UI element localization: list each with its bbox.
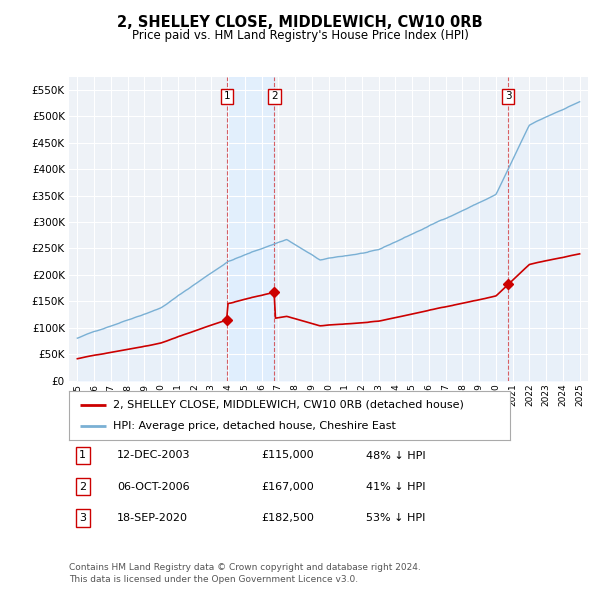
Text: 1: 1 <box>79 451 86 460</box>
Text: 53% ↓ HPI: 53% ↓ HPI <box>366 513 425 523</box>
Text: 2: 2 <box>271 91 278 101</box>
Text: 41% ↓ HPI: 41% ↓ HPI <box>366 482 425 491</box>
Text: 2: 2 <box>79 482 86 491</box>
Text: £167,000: £167,000 <box>261 482 314 491</box>
Bar <box>227 77 274 381</box>
Text: 18-SEP-2020: 18-SEP-2020 <box>117 513 188 523</box>
Text: Contains HM Land Registry data © Crown copyright and database right 2024.
This d: Contains HM Land Registry data © Crown c… <box>69 563 421 584</box>
Text: Price paid vs. HM Land Registry's House Price Index (HPI): Price paid vs. HM Land Registry's House … <box>131 30 469 42</box>
Text: 12-DEC-2003: 12-DEC-2003 <box>117 451 191 460</box>
Text: £115,000: £115,000 <box>261 451 314 460</box>
Text: 2, SHELLEY CLOSE, MIDDLEWICH, CW10 0RB: 2, SHELLEY CLOSE, MIDDLEWICH, CW10 0RB <box>117 15 483 30</box>
Text: 1: 1 <box>224 91 230 101</box>
Text: 3: 3 <box>79 513 86 523</box>
Text: HPI: Average price, detached house, Cheshire East: HPI: Average price, detached house, Ches… <box>113 421 396 431</box>
Text: 06-OCT-2006: 06-OCT-2006 <box>117 482 190 491</box>
Text: 2, SHELLEY CLOSE, MIDDLEWICH, CW10 0RB (detached house): 2, SHELLEY CLOSE, MIDDLEWICH, CW10 0RB (… <box>113 399 464 409</box>
Text: 3: 3 <box>505 91 511 101</box>
Text: £182,500: £182,500 <box>261 513 314 523</box>
Text: 48% ↓ HPI: 48% ↓ HPI <box>366 451 425 460</box>
